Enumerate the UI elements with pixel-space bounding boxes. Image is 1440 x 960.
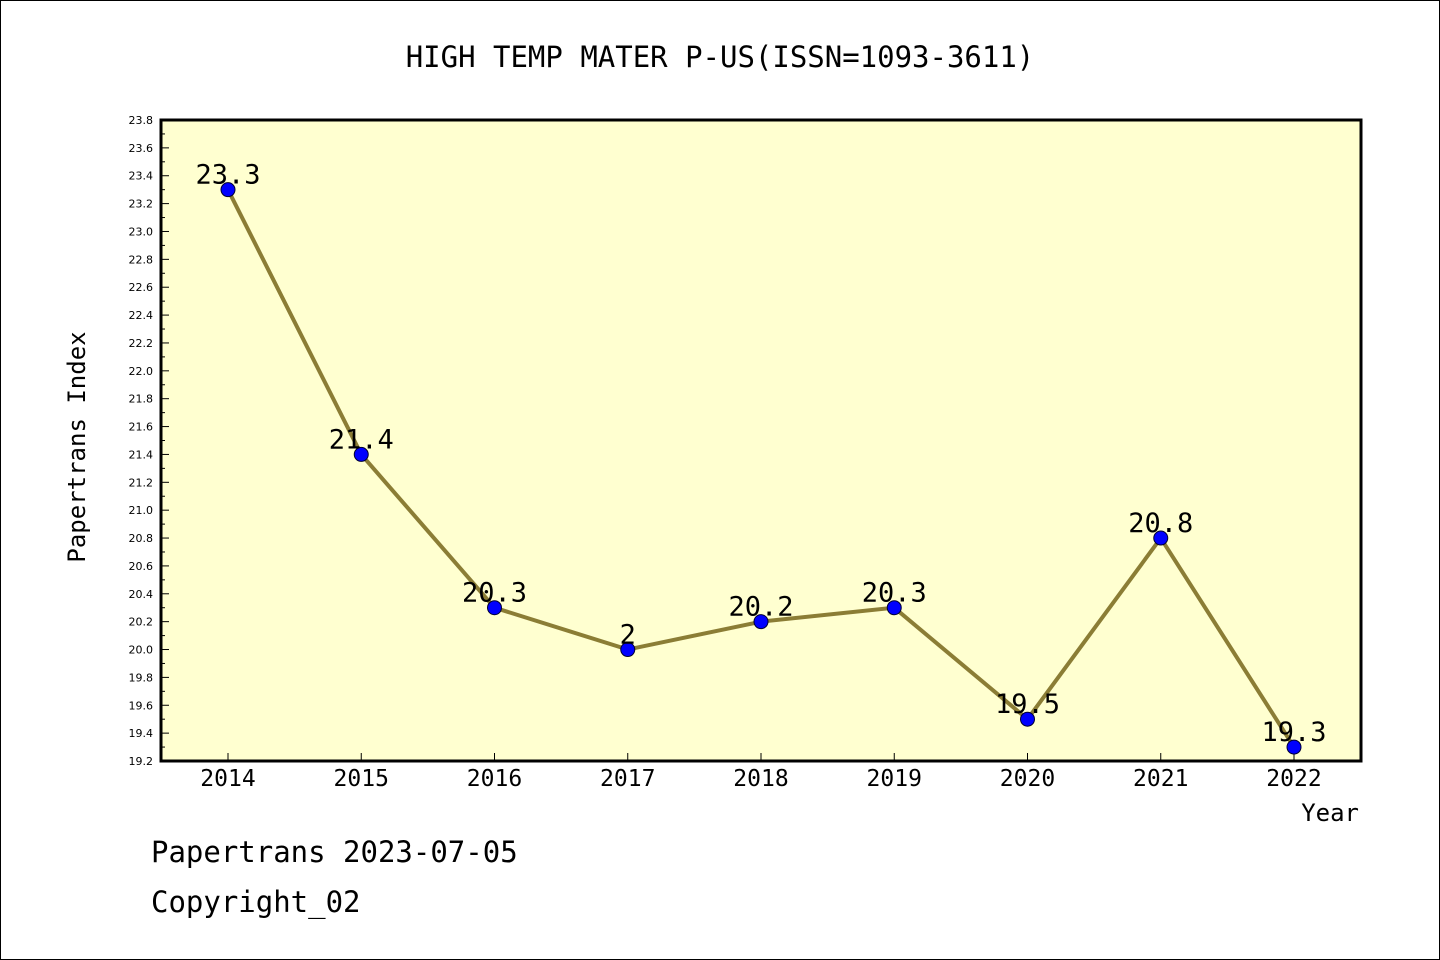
data-point [886,600,902,616]
data-point [1286,739,1302,755]
y-tick-label: 21.4 [129,448,154,461]
y-tick-label: 20.4 [129,588,154,601]
y-tick-label: 22.6 [129,281,154,294]
footer-copyright: Copyright_02 [151,885,361,919]
x-axis-label: Year [1301,799,1359,827]
data-label: 19.5 [995,689,1060,720]
x-tick-label: 2020 [1000,766,1055,792]
x-tick-label: 2016 [467,766,522,792]
y-tick-label: 19.4 [129,727,154,740]
y-tick-label: 20.8 [129,532,154,545]
y-tick-label: 22.4 [129,309,154,322]
y-axis-label: Papertrans Index [63,331,91,562]
y-tick-label: 19.6 [129,699,154,712]
y-tick-label: 23.2 [129,198,154,211]
y-axis: 19.2 19.4 19.6 19.8 20.0 20.2 20.4 20.6 20.8 21.0… [129,114,169,768]
x-tick-label: 2015 [334,766,389,792]
y-tick-label: 20.0 [129,644,154,657]
data-point [1153,530,1169,546]
data-point [753,614,769,630]
y-tick-label: 19.2 [129,755,154,768]
x-tick-label: 2018 [733,766,788,792]
footer-date: Papertrans 2023-07-05 [151,835,518,869]
data-point [487,600,502,616]
y-tick-label: 21.2 [129,476,154,489]
y-tick-label: 22.0 [129,365,154,378]
data-label: 2 [620,620,636,651]
y-tick-label: 21.0 [129,504,154,517]
y-tick-label: 23.0 [129,225,154,238]
x-tick-label: 2019 [867,766,922,792]
y-tick-label: 21.6 [129,421,154,434]
x-tick-label: 2021 [1133,766,1188,792]
data-label: 20.3 [462,578,527,609]
data-label: 21.4 [329,424,394,455]
data-label: 20.2 [728,592,793,623]
series-papertrans-index: 23.3 21.4 20.3 2 20.2 20.3 19.5 20.8 19.3 [195,160,1327,755]
y-tick-label: 20.6 [129,560,154,573]
data-point [1020,711,1035,727]
y-tick-label: 23.6 [129,142,154,155]
plot-area [159,118,1363,763]
data-label: 23.3 [195,160,260,191]
y-tick-label: 23.4 [129,170,154,183]
data-label: 20.8 [1128,508,1193,539]
x-tick-label: 2014 [200,766,255,792]
x-tick-label: 2017 [600,766,655,792]
chart-title: HIGH TEMP MATER P-US(ISSN=1093-3611) [406,40,1035,74]
y-tick-label: 19.8 [129,671,154,684]
data-label: 20.3 [862,578,927,609]
y-tick-label: 20.2 [129,616,154,629]
x-axis: 2014 2015 2016 2017 2018 2019 2020 2021 2022 [200,753,1322,792]
y-tick-label: 22.2 [129,337,154,350]
y-tick-label: 23.8 [129,114,154,127]
y-tick-label: 21.8 [129,393,154,406]
data-point [220,182,236,198]
x-tick-label: 2022 [1266,766,1321,792]
y-tick-label: 22.8 [129,253,154,266]
data-point [353,446,369,462]
data-point [620,642,636,658]
data-label: 19.3 [1261,717,1326,748]
